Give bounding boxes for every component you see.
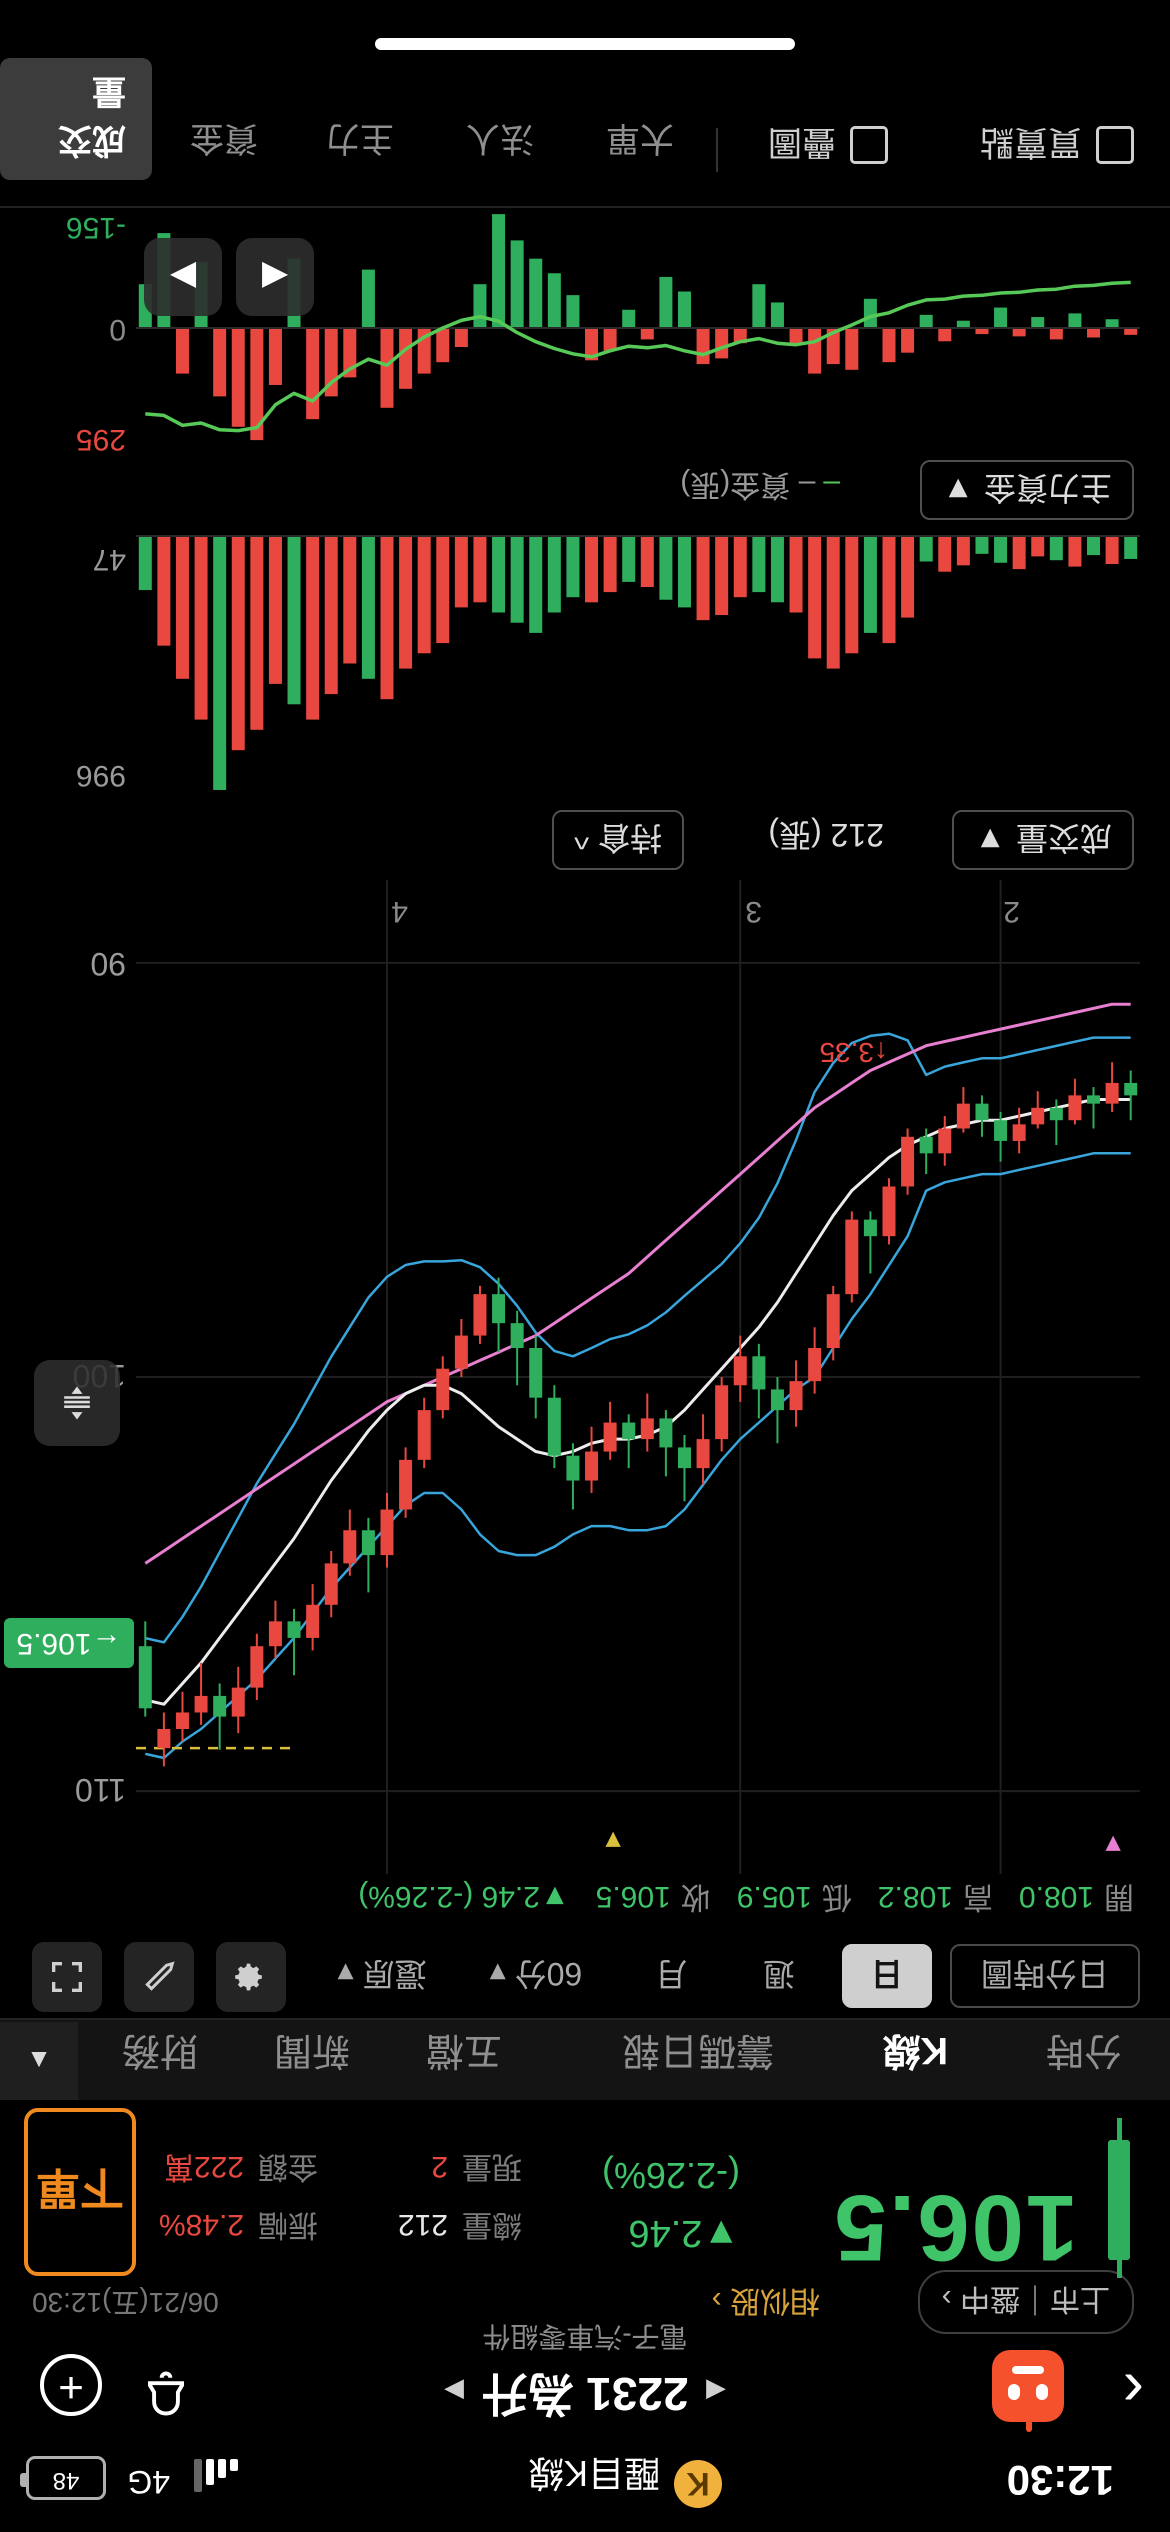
- stock-title-block: ◀2231 為升▶ 電子-汽車零組件: [250, 2318, 920, 2430]
- signal-marker-yellow-icon: ▼: [600, 1826, 626, 1856]
- network-type: 4G: [127, 2464, 170, 2500]
- checkbox-icon: [1096, 126, 1134, 165]
- collapse-panel-button[interactable]: ▲: [0, 2022, 78, 2100]
- tab-chip-report[interactable]: 籌碼日報: [621, 2029, 774, 2071]
- app-logo-icon: K: [674, 2460, 722, 2508]
- funds-axis-zero: 0: [109, 313, 126, 346]
- tab-order-book[interactable]: 五檔: [425, 2029, 502, 2071]
- stock-title: 2231 為升: [481, 2368, 689, 2420]
- chevron-down-icon: ▼: [942, 472, 974, 509]
- app-name: 醒目K線: [527, 2453, 660, 2494]
- checkbox-overlay[interactable]: 疊圖: [768, 121, 888, 170]
- funds-axis-min: -156: [65, 211, 126, 244]
- settings-gear-button[interactable]: [216, 1942, 286, 2012]
- divider: [716, 128, 718, 172]
- ai-assistant-icon[interactable]: [992, 2350, 1064, 2432]
- price-change-percent: (-2.26%): [601, 2155, 740, 2196]
- indicator-volume-selected[interactable]: 成交量: [0, 58, 152, 180]
- holdings-chip[interactable]: 持倉 ^: [552, 810, 684, 870]
- volume-indicator-selector[interactable]: 成交量 ▼: [952, 810, 1134, 870]
- tab-kline[interactable]: K線: [882, 2029, 948, 2071]
- ohlc-change: ▼2.46 (-2.26%): [358, 1880, 570, 1913]
- current-price-tag: ←106.5: [4, 1618, 134, 1668]
- chevron-down-icon: ▼: [974, 822, 1006, 859]
- low-point-marker: ↑3.35: [819, 1037, 889, 1068]
- battery-icon: 48: [26, 2456, 106, 2500]
- next-stock-button[interactable]: ▶: [444, 2376, 464, 2404]
- tab-financials[interactable]: 財務: [121, 2029, 198, 2071]
- place-order-button[interactable]: 下單: [24, 2108, 136, 2276]
- checkbox-icon: [850, 126, 888, 165]
- draw-tool-button[interactable]: [124, 1942, 194, 2012]
- tab-news[interactable]: 新聞: [273, 2029, 350, 2071]
- checkbox-trade-points[interactable]: 買賣點: [980, 121, 1134, 170]
- month-tick-mar: 3: [745, 895, 762, 928]
- stat-total-volume: 總量212: [397, 2208, 522, 2241]
- volume-axis-max: 996: [75, 759, 126, 792]
- add-watchlist-button[interactable]: +: [40, 2354, 102, 2416]
- back-button[interactable]: ‹: [1122, 2356, 1144, 2428]
- detail-tabs: 分時 K線 籌碼日報 五檔 新聞 財務 ▲: [0, 2018, 1170, 2100]
- status-time: 12:30: [1006, 2457, 1114, 2504]
- period-monthly[interactable]: 月: [655, 1956, 688, 1992]
- y-axis-label-110: 110: [74, 1772, 126, 1808]
- period-60min[interactable]: 60分 ▾: [489, 1956, 583, 1992]
- y-axis-label-90: 90: [90, 946, 126, 982]
- indicator-toolbar: 買賣點 疊圖 大單 法人 主力 資金 成交量: [0, 58, 1170, 208]
- period-daily[interactable]: 日: [842, 1944, 932, 2008]
- candle-icon: [1108, 2140, 1130, 2260]
- prev-stock-button[interactable]: ◀: [706, 2376, 726, 2404]
- signal-marker-pink-icon: ▼: [1100, 1830, 1126, 1860]
- alert-bell-icon[interactable]: [140, 2363, 192, 2420]
- indicator-big-orders[interactable]: 大單: [606, 119, 674, 157]
- funds-legend: –– 資金(張): [680, 468, 840, 501]
- ohlc-readout: 開108.0高108.2低105.9收106.5▼2.46 (-2.26%): [358, 1880, 1134, 1913]
- stat-turnover: 金額222萬: [163, 2150, 318, 2183]
- period-weekly[interactable]: 週: [763, 1956, 796, 1992]
- volume-axis-min: 47: [92, 543, 126, 576]
- scroll-right-button[interactable]: ▶: [144, 238, 222, 316]
- indicator-main-force[interactable]: 主力: [326, 119, 394, 157]
- scroll-left-button[interactable]: ◀: [236, 238, 314, 316]
- indicator-institutions[interactable]: 法人: [466, 119, 534, 157]
- volume-detail: 212 (張): [768, 817, 884, 853]
- stat-last-volume: 現量2: [431, 2150, 522, 2183]
- indicator-funds[interactable]: 資金: [190, 119, 258, 157]
- similar-stocks-link[interactable]: 相似股 ›: [711, 2284, 820, 2317]
- fullscreen-button[interactable]: [32, 1942, 102, 2012]
- period-day-timeline[interactable]: 日分時圖: [950, 1944, 1140, 2008]
- period-adjusted[interactable]: 還原 ▾: [337, 1956, 427, 1992]
- current-price: 106.5: [832, 2176, 1078, 2281]
- funds-axis-max: 295: [75, 423, 126, 456]
- signal-icon: [194, 2459, 238, 2492]
- funds-indicator-selector[interactable]: 主力資金 ▼: [920, 460, 1134, 520]
- home-indicator: [375, 38, 795, 50]
- price-change: ▼2.46: [628, 2212, 740, 2254]
- month-tick-apr: 4: [391, 895, 408, 928]
- stat-amplitude: 振幅2.48%: [158, 2208, 318, 2241]
- month-tick-feb: 2: [1003, 895, 1020, 928]
- pane-resize-handle[interactable]: [34, 1360, 120, 1446]
- quote-timestamp: 06/21(五)12:30: [32, 2287, 219, 2318]
- tab-timeline[interactable]: 分時: [1045, 2029, 1122, 2071]
